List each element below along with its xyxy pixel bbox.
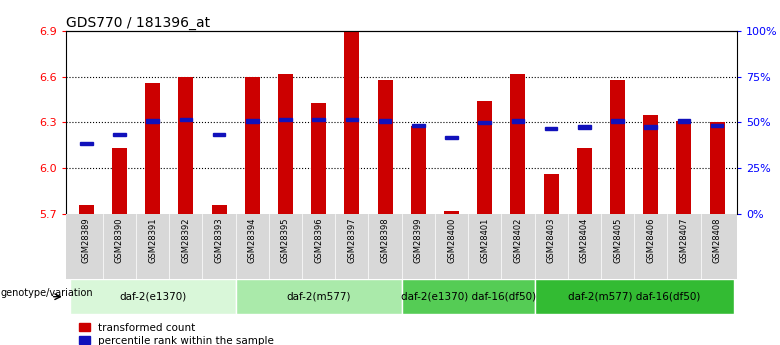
Text: GSM28405: GSM28405 xyxy=(613,217,622,263)
Bar xyxy=(179,77,193,214)
Bar xyxy=(379,119,392,122)
Text: daf-2(m577): daf-2(m577) xyxy=(286,292,351,302)
Bar xyxy=(311,103,326,214)
Bar xyxy=(113,133,126,136)
Bar xyxy=(544,127,558,130)
Bar xyxy=(612,119,624,122)
Bar xyxy=(644,125,657,129)
Text: GDS770 / 181396_at: GDS770 / 181396_at xyxy=(66,16,211,30)
Text: GSM28393: GSM28393 xyxy=(215,217,224,263)
Text: GSM28394: GSM28394 xyxy=(248,217,257,263)
Text: GSM28402: GSM28402 xyxy=(513,217,523,263)
Bar xyxy=(378,80,392,214)
Text: genotype/variation: genotype/variation xyxy=(1,288,94,298)
Bar xyxy=(412,124,424,127)
Bar xyxy=(478,121,491,124)
Bar xyxy=(211,205,226,214)
Bar xyxy=(445,136,458,139)
Text: GSM28400: GSM28400 xyxy=(447,217,456,263)
Bar xyxy=(711,124,724,127)
Bar xyxy=(179,118,192,121)
Bar xyxy=(578,125,590,129)
Bar xyxy=(402,279,534,314)
Bar xyxy=(145,83,160,214)
Text: GSM28389: GSM28389 xyxy=(82,217,90,263)
Bar xyxy=(577,148,592,214)
Bar xyxy=(710,122,725,214)
Bar xyxy=(147,119,159,122)
Bar xyxy=(79,205,94,214)
Bar xyxy=(246,119,259,122)
Text: daf-2(e1370) daf-16(df50): daf-2(e1370) daf-16(df50) xyxy=(401,292,536,302)
Bar xyxy=(411,126,426,214)
Bar xyxy=(245,77,260,214)
Text: GSM28399: GSM28399 xyxy=(414,217,423,263)
Bar xyxy=(69,279,236,314)
Bar xyxy=(346,118,358,121)
Text: GSM28407: GSM28407 xyxy=(679,217,689,263)
Text: GSM28395: GSM28395 xyxy=(281,217,290,263)
Bar xyxy=(80,142,93,146)
Text: GSM28391: GSM28391 xyxy=(148,217,157,263)
Text: daf-2(e1370): daf-2(e1370) xyxy=(119,292,186,302)
Text: GSM28408: GSM28408 xyxy=(713,217,722,263)
Bar xyxy=(444,211,459,214)
Bar xyxy=(278,74,293,214)
Bar xyxy=(279,118,292,121)
Bar xyxy=(544,174,558,214)
Bar xyxy=(312,118,325,121)
Text: GSM28396: GSM28396 xyxy=(314,217,323,263)
Bar xyxy=(534,279,734,314)
Bar xyxy=(610,80,625,214)
Text: GSM28403: GSM28403 xyxy=(547,217,555,263)
Bar xyxy=(644,115,658,214)
Text: GSM28401: GSM28401 xyxy=(480,217,489,263)
Legend: transformed count, percentile rank within the sample: transformed count, percentile rank withi… xyxy=(80,323,274,345)
Bar xyxy=(678,119,690,122)
Bar xyxy=(477,101,492,214)
Text: GSM28398: GSM28398 xyxy=(381,217,389,263)
Text: GSM28406: GSM28406 xyxy=(647,217,655,263)
Bar xyxy=(512,119,524,122)
Text: GSM28397: GSM28397 xyxy=(347,217,356,263)
Bar xyxy=(213,133,225,136)
Text: GSM28404: GSM28404 xyxy=(580,217,589,263)
Bar xyxy=(510,74,526,214)
Text: daf-2(m577) daf-16(df50): daf-2(m577) daf-16(df50) xyxy=(568,292,700,302)
Text: GSM28390: GSM28390 xyxy=(115,217,124,263)
Bar xyxy=(345,31,360,214)
Text: GSM28392: GSM28392 xyxy=(181,217,190,263)
Bar xyxy=(236,279,402,314)
Bar xyxy=(112,148,127,214)
Bar xyxy=(676,121,691,214)
